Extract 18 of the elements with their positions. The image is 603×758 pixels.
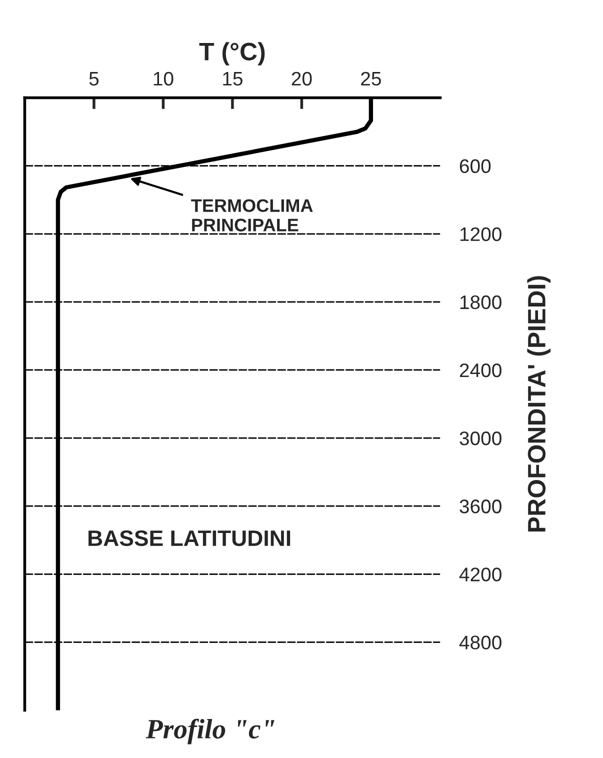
y-tick-label: 4800: [459, 636, 502, 650]
y-tick-label: 3000: [460, 432, 502, 446]
y-tick-label: 2400: [460, 363, 502, 378]
y-tick-label: 4200: [459, 568, 502, 582]
text: Profilo "c": [146, 718, 274, 744]
y-tick-label: 600: [460, 159, 491, 174]
x-tick-label: 10: [154, 72, 174, 86]
y-tick-label: 3600: [460, 500, 502, 514]
x-tick-label: 15: [223, 72, 242, 86]
y-tick-label: 1200: [460, 227, 502, 242]
annotation: BASSE LATITUDINI: [88, 530, 290, 546]
x-axis-title: T (°C): [199, 42, 265, 66]
x-tick-label: 5: [89, 72, 99, 86]
x-tick-label: 25: [361, 72, 381, 86]
y-tick-label: 1800: [460, 295, 502, 310]
annotation: TERMOCLIMA PRINCIPALE: [191, 199, 313, 232]
y-axis-title: PROFONDITA' (PIEDI): [527, 276, 550, 532]
x-tick-label: 20: [292, 72, 312, 86]
